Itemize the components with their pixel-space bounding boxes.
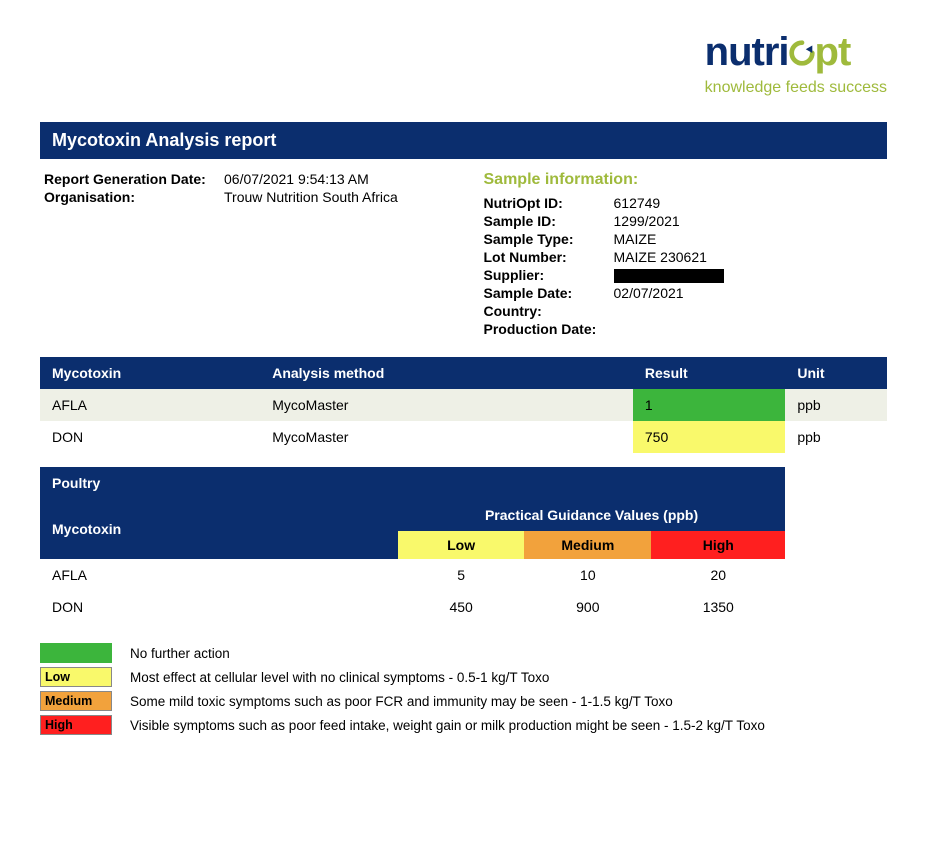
country-label: Country: xyxy=(484,303,614,319)
legend-swatch-low: Low xyxy=(40,667,112,687)
guidance-low: 5 xyxy=(398,559,525,591)
guidance-mycotoxin-label: Mycotoxin xyxy=(40,499,398,559)
logo-text-pt: pt xyxy=(815,30,851,75)
generation-date-value: 06/07/2021 9:54:13 AM xyxy=(224,171,444,187)
col-mycotoxin: Mycotoxin xyxy=(40,357,260,389)
cell-mycotoxin: DON xyxy=(40,421,260,453)
guidance-level-high: High xyxy=(651,531,785,559)
report-info-section: Report Generation Date: 06/07/2021 9:54:… xyxy=(40,167,887,357)
report-title-bar: Mycotoxin Analysis report xyxy=(40,122,887,159)
lot-number-value: MAIZE 230621 xyxy=(614,249,884,265)
supplier-value xyxy=(614,267,884,283)
guidance-low: 450 xyxy=(398,591,525,623)
production-date-value xyxy=(614,321,884,337)
guidance-species: Poultry xyxy=(40,467,398,499)
cell-method: MycoMaster xyxy=(260,421,633,453)
cell-unit: ppb xyxy=(785,421,887,453)
legend-swatch-medium: Medium xyxy=(40,691,112,711)
nutriopt-id-value: 612749 xyxy=(614,195,884,211)
legend-text-medium: Some mild toxic symptoms such as poor FC… xyxy=(130,694,673,709)
lot-number-label: Lot Number: xyxy=(484,249,614,265)
generation-date-label: Report Generation Date: xyxy=(44,171,224,187)
guidance-medium: 10 xyxy=(524,559,651,591)
legend-row-none: No further action xyxy=(40,643,887,663)
sample-id-value: 1299/2021 xyxy=(614,213,884,229)
legend-text-low: Most effect at cellular level with no cl… xyxy=(130,670,549,685)
sample-info: Sample information: NutriOpt ID: 612749 … xyxy=(484,171,884,339)
guidance-high: 1350 xyxy=(651,591,785,623)
logo-text-nutri: nutri xyxy=(705,30,789,75)
legend-section: No further action Low Most effect at cel… xyxy=(40,643,887,735)
country-value xyxy=(614,303,884,319)
cell-method: MycoMaster xyxy=(260,389,633,421)
cell-mycotoxin: AFLA xyxy=(40,389,260,421)
guidance-high: 20 xyxy=(651,559,785,591)
analysis-row: DON MycoMaster 750 ppb xyxy=(40,421,887,453)
analysis-table: Mycotoxin Analysis method Result Unit AF… xyxy=(40,357,887,453)
legend-text-none: No further action xyxy=(130,646,230,661)
guidance-table: Poultry Mycotoxin Practical Guidance Val… xyxy=(40,467,785,623)
nutriopt-logo: nutri pt knowledge feeds success xyxy=(705,30,887,97)
analysis-row: AFLA MycoMaster 1 ppb xyxy=(40,389,887,421)
sample-date-value: 02/07/2021 xyxy=(614,285,884,301)
production-date-label: Production Date: xyxy=(484,321,614,337)
legend-text-high: Visible symptoms such as poor feed intak… xyxy=(130,718,765,733)
organisation-value: Trouw Nutrition South Africa xyxy=(224,189,444,205)
guidance-header-top: Poultry xyxy=(40,467,785,499)
guidance-medium: 900 xyxy=(524,591,651,623)
sample-info-heading: Sample information: xyxy=(484,171,884,189)
guidance-level-low: Low xyxy=(398,531,525,559)
guidance-header-mid: Mycotoxin Practical Guidance Values (ppb… xyxy=(40,499,785,531)
guidance-row: AFLA 5 10 20 xyxy=(40,559,785,591)
guidance-pg-heading: Practical Guidance Values (ppb) xyxy=(398,499,786,531)
legend-swatch-high: High xyxy=(40,715,112,735)
cell-unit: ppb xyxy=(785,389,887,421)
supplier-redacted xyxy=(614,269,724,283)
analysis-header-row: Mycotoxin Analysis method Result Unit xyxy=(40,357,887,389)
guidance-row: DON 450 900 1350 xyxy=(40,591,785,623)
col-unit: Unit xyxy=(785,357,887,389)
col-result: Result xyxy=(633,357,785,389)
col-method: Analysis method xyxy=(260,357,633,389)
organisation-label: Organisation: xyxy=(44,189,224,205)
sample-date-label: Sample Date: xyxy=(484,285,614,301)
legend-row-low: Low Most effect at cellular level with n… xyxy=(40,667,887,687)
legend-row-high: High Visible symptoms such as poor feed … xyxy=(40,715,887,735)
guidance-mycotoxin: DON xyxy=(40,591,398,623)
sample-type-label: Sample Type: xyxy=(484,231,614,247)
logo-region: nutri pt knowledge feeds success xyxy=(40,30,887,97)
guidance-mycotoxin: AFLA xyxy=(40,559,398,591)
legend-row-medium: Medium Some mild toxic symptoms such as … xyxy=(40,691,887,711)
logo-tagline: knowledge feeds success xyxy=(705,75,887,97)
logo-cycle-icon xyxy=(787,38,817,68)
supplier-label: Supplier: xyxy=(484,267,614,283)
sample-type-value: MAIZE xyxy=(614,231,884,247)
report-info-left: Report Generation Date: 06/07/2021 9:54:… xyxy=(44,171,444,339)
guidance-level-medium: Medium xyxy=(524,531,651,559)
nutriopt-id-label: NutriOpt ID: xyxy=(484,195,614,211)
legend-swatch-none xyxy=(40,643,112,663)
logo-wordmark: nutri pt xyxy=(705,30,887,75)
sample-id-label: Sample ID: xyxy=(484,213,614,229)
cell-result: 1 xyxy=(633,389,785,421)
cell-result: 750 xyxy=(633,421,785,453)
